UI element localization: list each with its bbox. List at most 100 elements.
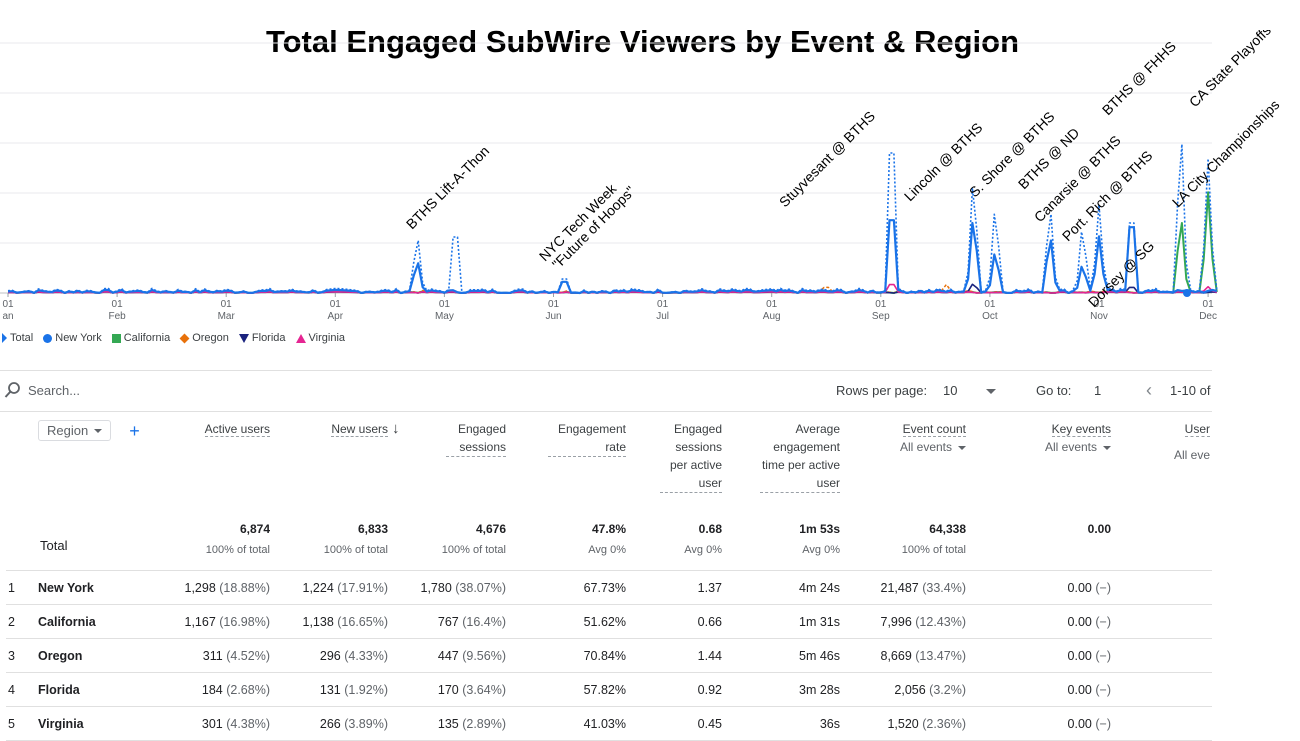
total-cell: [1113, 520, 1212, 571]
col-label: Active users: [204, 422, 270, 437]
cell-value: 170: [437, 682, 459, 697]
event-filter-label: All events: [899, 440, 952, 454]
add-dimension-button[interactable]: +: [129, 421, 140, 442]
row-index: 5: [8, 716, 15, 731]
table-row[interactable]: 4 Florida 184 (2.68%) 131 (1.92%) 170 (3.64%…: [6, 672, 1212, 707]
region-name: Florida: [38, 682, 80, 697]
cell-pct: (3.64%): [462, 682, 506, 697]
cell-pct: (2.68%): [226, 682, 270, 697]
table-cell: Virginia: [36, 706, 168, 741]
sort-down-arrow-icon[interactable]: ↓: [392, 420, 400, 437]
total-cell: 0.00: [968, 520, 1113, 571]
x-tick-day: 01: [2, 299, 14, 310]
cell-value: 767: [437, 614, 459, 629]
table-cell: 3m 28s: [724, 672, 842, 707]
cell-value: 57.82%: [583, 682, 626, 697]
cell-pct: (4.38%): [226, 716, 270, 731]
cell-pct: (18.88%): [219, 580, 270, 595]
col-active-users[interactable]: Active users: [168, 412, 272, 520]
col-new-users[interactable]: New users: [272, 412, 390, 520]
col-user[interactable]: User All eve: [1113, 412, 1212, 520]
cell-value: 1,167: [184, 614, 216, 629]
table-cell: 1,780 (38.07%): [390, 570, 508, 605]
table-cell: 0.66: [628, 604, 724, 639]
x-tick-month: Dec: [1199, 311, 1217, 322]
legend-label: Oregon: [192, 332, 229, 344]
col-label: Average engagement time per active user: [760, 420, 840, 493]
total-value: 6,833: [357, 522, 388, 536]
legend-florida[interactable]: Florida: [238, 332, 286, 344]
cell-value: 0.66: [697, 614, 722, 629]
region-name: New York: [38, 580, 94, 595]
circle-icon: [43, 333, 53, 343]
x-tick-month: Sep: [872, 311, 890, 322]
col-avg-engagement-time[interactable]: Average engagement time per active user: [724, 412, 842, 520]
table-cell: 2,056 (3.2%): [842, 672, 968, 707]
table-row[interactable]: 5 Virginia 301 (4.38%) 266 (3.89%) 135 (2.89…: [6, 706, 1212, 741]
table-cell: [1113, 638, 1212, 673]
total-cell: 6,874 100% of total: [168, 520, 272, 571]
goto-label: Go to:: [1036, 383, 1072, 398]
event-filter-select[interactable]: All events: [844, 440, 966, 454]
key-event-filter-select[interactable]: All events: [970, 440, 1111, 454]
col-label: Engaged sessions: [446, 420, 506, 457]
table-cell: 1,298 (18.88%): [168, 570, 272, 605]
cell-value: 1.37: [697, 580, 722, 595]
table-cell: 311 (4.52%): [168, 638, 272, 673]
x-tick-day: 01: [1093, 299, 1105, 310]
chevron-down-icon: [1103, 445, 1111, 450]
cell-pct: (38.07%): [455, 580, 506, 595]
table-cell: [1113, 604, 1212, 639]
event-annotation: BTHS @ FHHS: [1099, 38, 1179, 118]
chevron-down-icon[interactable]: [986, 389, 996, 394]
table-cell: 2: [6, 604, 36, 639]
cell-value: 0.00: [1067, 716, 1092, 731]
chevron-left-icon[interactable]: ‹: [1146, 380, 1152, 400]
table-cell: 0.92: [628, 672, 724, 707]
table-cell: 7,996 (12.43%): [842, 604, 968, 639]
table-cell: 135 (2.89%): [390, 706, 508, 741]
x-tick-month: an: [2, 311, 13, 322]
table-row[interactable]: 2 California 1,167 (16.98%) 1,138 (16.65%) 7…: [6, 604, 1212, 639]
dimension-select[interactable]: Region: [38, 420, 112, 441]
total-cell: 64,338 100% of total: [842, 520, 968, 571]
x-tick-month: Jul: [656, 311, 669, 322]
table-cell: 51.62%: [508, 604, 628, 639]
table-cell: 1.37: [628, 570, 724, 605]
col-engaged-sessions-per-user[interactable]: Engaged sessions per active user: [628, 412, 724, 520]
total-value: 4,676: [475, 522, 506, 536]
col-event-count[interactable]: Event count All events: [842, 412, 968, 520]
cell-value: 51.62%: [583, 614, 626, 629]
col-engagement-rate[interactable]: Engagement rate: [508, 412, 628, 520]
total-sub: Avg 0%: [802, 544, 840, 556]
rows-per-page-label: Rows per page:: [836, 383, 928, 398]
total-value: 64,338: [929, 522, 966, 536]
row-index: 4: [8, 682, 15, 697]
total-cell: 47.8% Avg 0%: [508, 520, 628, 571]
legend-oregon[interactable]: Oregon: [179, 332, 229, 344]
x-tick-day: 01: [221, 299, 233, 310]
region-name: California: [38, 614, 96, 629]
rows-per-page-select[interactable]: 10: [943, 383, 958, 398]
cell-pct: (3.2%): [929, 682, 966, 697]
goto-input[interactable]: 1: [1094, 383, 1102, 398]
table-cell: 8,669 (13.47%): [842, 638, 968, 673]
x-tick-day: 01: [766, 299, 778, 310]
cell-pct: (16.4%): [462, 614, 506, 629]
x-tick-day: 01: [112, 299, 124, 310]
table-cell: 0.45: [628, 706, 724, 741]
event-annotation: Port. Rich @ BTHS: [1059, 147, 1156, 244]
legend-total[interactable]: Total: [2, 332, 33, 344]
table-cell: 1,224 (17.91%): [272, 570, 390, 605]
table-cell: 4: [6, 672, 36, 707]
search-input[interactable]: [26, 382, 330, 399]
legend-new-york[interactable]: New York: [43, 332, 102, 344]
col-key-events[interactable]: Key events All events: [968, 412, 1113, 520]
total-sub: Avg 0%: [588, 544, 626, 556]
legend-virginia[interactable]: Virginia: [295, 332, 345, 344]
table-row[interactable]: 1 New York 1,298 (18.88%) 1,224 (17.91%) 1,7…: [6, 570, 1212, 605]
col-engaged-sessions[interactable]: ↓ Engaged sessions: [390, 412, 508, 520]
table-row[interactable]: 3 Oregon 311 (4.52%) 296 (4.33%) 447 (9.56%)…: [6, 638, 1212, 673]
total-value: 0.00: [1087, 522, 1111, 536]
legend-california[interactable]: California: [111, 332, 170, 344]
